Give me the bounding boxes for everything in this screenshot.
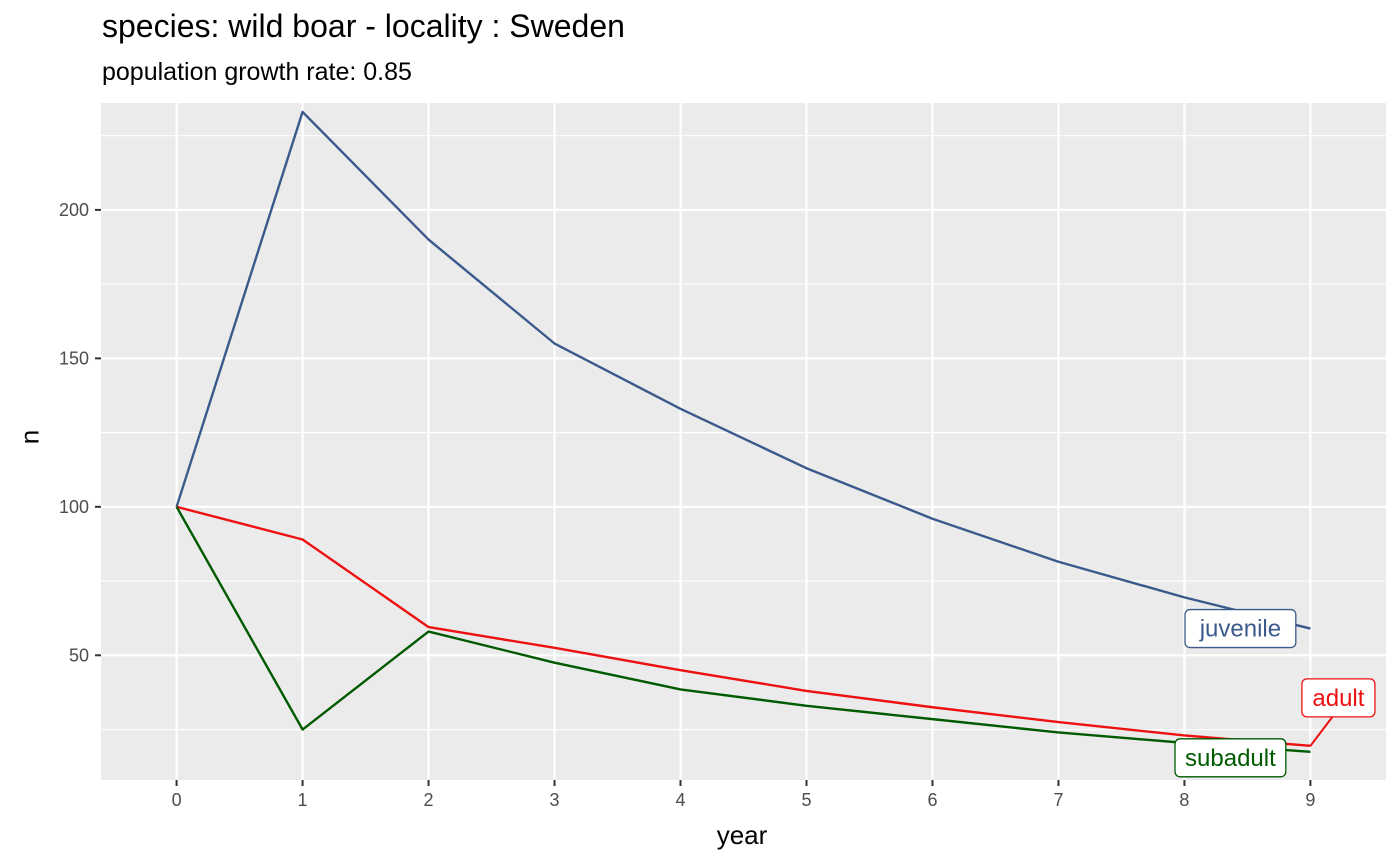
label-box-subadult [1174, 738, 1287, 778]
y-axis-title: n [14, 429, 45, 445]
x-tick-label: 6 [927, 790, 937, 810]
series-labels: juvenile adult subadult [1174, 608, 1376, 778]
x-tick-label: 4 [676, 790, 686, 810]
y-tick-label: 100 [59, 497, 89, 517]
y-axis: 50 100 150 200 [59, 200, 101, 665]
x-tick-label: 2 [424, 790, 434, 810]
plot-panel [101, 103, 1386, 780]
label-box-adult [1301, 678, 1376, 718]
chart-subtitle: population growth rate: 0.85 [102, 58, 412, 86]
series-label-subadult: subadult [1185, 745, 1276, 772]
x-tick-label: 7 [1053, 790, 1063, 810]
series-label-juvenile: juvenile [1199, 616, 1281, 643]
x-tick-label: 5 [801, 790, 811, 810]
chart-title: species: wild boar - locality : Sweden [102, 8, 625, 44]
series-line-juvenile [175, 110, 1311, 630]
x-axis: 0 1 2 3 4 5 6 7 8 9 [172, 780, 1315, 810]
y-tick-label: 50 [69, 645, 89, 665]
series-label-adult: adult [1312, 685, 1364, 712]
x-tick-label: 0 [172, 790, 182, 810]
label-box-juvenile [1184, 608, 1297, 649]
label-connector-adult [1309, 716, 1334, 747]
x-axis-title: year [716, 820, 768, 850]
x-tick-label: 9 [1305, 790, 1315, 810]
x-tick-label: 8 [1179, 790, 1189, 810]
x-tick-label: 3 [550, 790, 560, 810]
y-tick-label: 200 [59, 200, 89, 220]
grid-major [101, 103, 1386, 780]
series-line-subadult [175, 506, 1311, 753]
series-lines [175, 110, 1311, 753]
grid-minor [101, 135, 1386, 731]
x-tick-label: 1 [298, 790, 308, 810]
series-line-adult [176, 505, 1311, 748]
y-tick-label: 150 [59, 348, 89, 368]
